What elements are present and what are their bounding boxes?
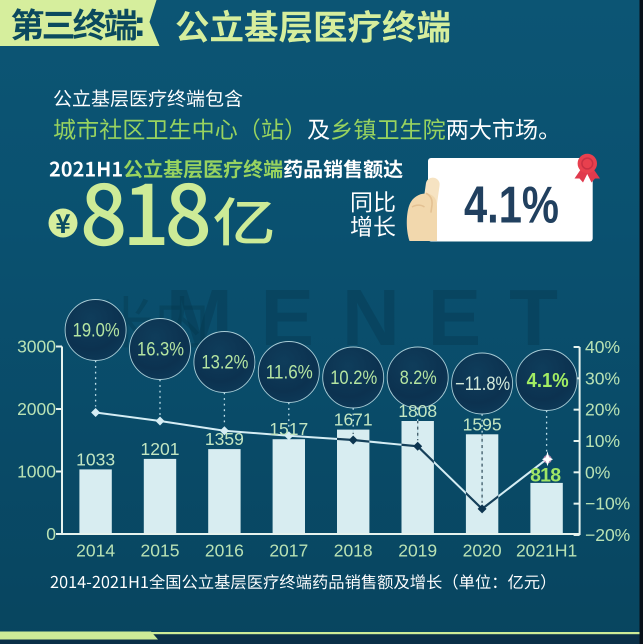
svg-text:−20%: −20%	[585, 525, 630, 545]
svg-text:11.6%: 11.6%	[266, 362, 313, 384]
svg-text:4.1%: 4.1%	[464, 176, 559, 234]
svg-text:1595: 1595	[463, 414, 502, 434]
svg-text:2000: 2000	[17, 399, 56, 419]
svg-text:4.1%: 4.1%	[527, 369, 569, 392]
svg-text:1033: 1033	[76, 449, 115, 469]
svg-text:2020: 2020	[463, 541, 502, 561]
svg-text:1808: 1808	[398, 401, 437, 421]
svg-text:8.2%: 8.2%	[400, 367, 437, 389]
svg-text:3000: 3000	[17, 337, 56, 357]
svg-text:2018: 2018	[334, 541, 373, 561]
svg-text:19.0%: 19.0%	[73, 320, 120, 342]
svg-text:818: 818	[530, 464, 561, 486]
svg-text:30%: 30%	[585, 368, 620, 388]
svg-text:2019: 2019	[398, 541, 437, 561]
svg-text:1359: 1359	[205, 429, 244, 449]
svg-text:16.3%: 16.3%	[137, 339, 184, 361]
svg-text:−11.8%: −11.8%	[455, 373, 510, 395]
svg-text:2017: 2017	[269, 541, 308, 561]
svg-text:10%: 10%	[585, 431, 620, 451]
svg-text:1517: 1517	[269, 419, 308, 439]
svg-text:40%: 40%	[585, 337, 620, 357]
svg-text:13.2%: 13.2%	[201, 352, 248, 374]
svg-text:1671: 1671	[334, 410, 373, 430]
svg-text:0: 0	[46, 524, 56, 544]
svg-text:1201: 1201	[141, 439, 180, 459]
svg-text:−10%: −10%	[585, 494, 630, 514]
svg-text:2021H1: 2021H1	[516, 541, 577, 561]
svg-text:2016: 2016	[205, 541, 244, 561]
svg-text:0%: 0%	[585, 462, 610, 482]
svg-text:20%: 20%	[585, 400, 620, 420]
svg-text:10.2%: 10.2%	[330, 367, 377, 389]
svg-text:1000: 1000	[17, 462, 56, 482]
svg-text:2015: 2015	[141, 541, 180, 561]
svg-text:2014: 2014	[76, 541, 115, 561]
